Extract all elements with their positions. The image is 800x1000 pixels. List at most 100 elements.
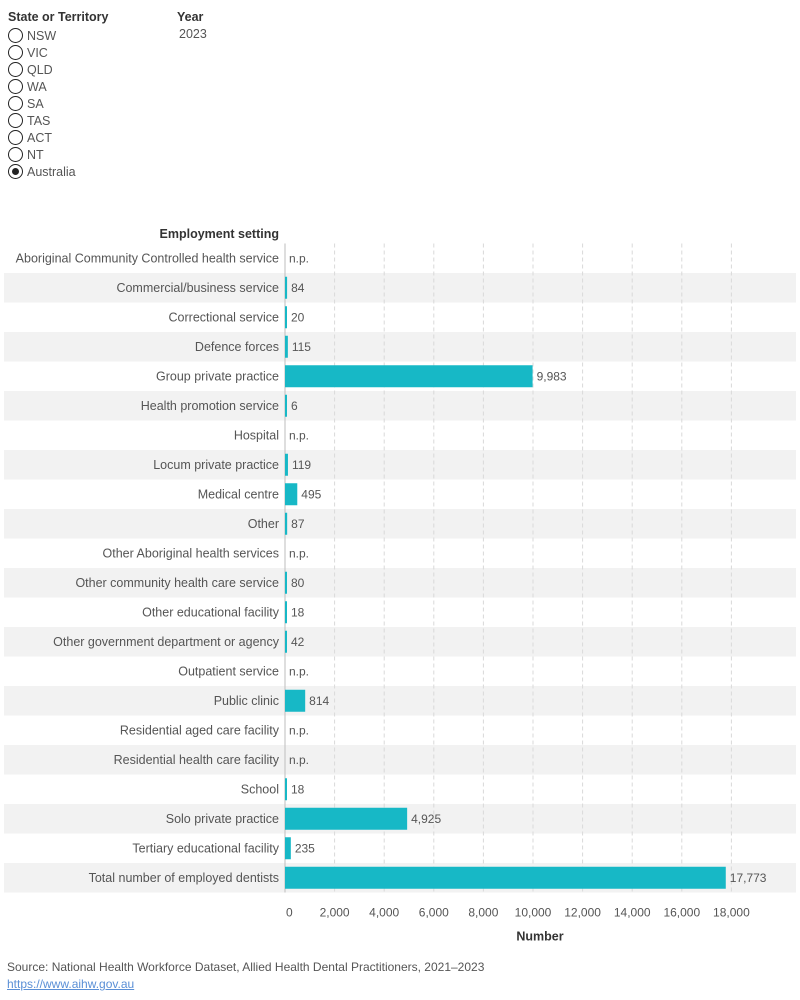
- data-label: 235: [295, 841, 315, 855]
- data-label: 18: [291, 605, 305, 619]
- data-label: 17,773: [730, 871, 767, 885]
- radio-button[interactable]: [8, 147, 23, 162]
- radio-button[interactable]: [8, 28, 23, 43]
- row-band: [4, 568, 796, 598]
- radio-button[interactable]: [8, 113, 23, 128]
- row-band: [4, 450, 796, 480]
- row-band: [4, 686, 796, 716]
- bar: [285, 778, 287, 801]
- data-label: 18: [291, 782, 305, 796]
- data-label: 814: [309, 694, 329, 708]
- x-axis-title: Number: [516, 930, 563, 944]
- category-label: Outpatient service: [178, 664, 279, 678]
- category-label: Public clinic: [214, 694, 279, 708]
- x-tick-label: 6,000: [419, 906, 449, 920]
- category-label: Hospital: [234, 428, 279, 442]
- data-label: 42: [291, 635, 305, 649]
- radio-label: SA: [27, 96, 44, 111]
- state-option-nt[interactable]: NT: [8, 146, 76, 163]
- bar: [285, 866, 726, 889]
- bar: [285, 365, 533, 388]
- x-tick-label: 4,000: [369, 906, 399, 920]
- x-tick-label: 10,000: [515, 906, 552, 920]
- year-filter-title: Year: [177, 10, 204, 24]
- state-option-wa[interactable]: WA: [8, 78, 76, 95]
- category-label: Aboriginal Community Controlled health s…: [16, 251, 279, 265]
- x-tick-label: 0: [286, 906, 293, 920]
- state-option-nsw[interactable]: NSW: [8, 27, 76, 44]
- state-filter-title: State or Territory: [8, 10, 109, 24]
- bar: [285, 335, 288, 358]
- row-band: [4, 745, 796, 775]
- state-option-vic[interactable]: VIC: [8, 44, 76, 61]
- data-label: 495: [301, 487, 321, 501]
- x-tick-label: 2,000: [320, 906, 350, 920]
- data-label: 87: [291, 517, 305, 531]
- state-option-act[interactable]: ACT: [8, 129, 76, 146]
- row-band: [4, 627, 796, 657]
- x-tick-label: 18,000: [713, 906, 750, 920]
- x-tick-label: 14,000: [614, 906, 651, 920]
- bar: [285, 483, 298, 506]
- bar: [285, 837, 291, 860]
- source-note: Source: National Health Workforce Datase…: [7, 960, 485, 974]
- category-label: Other: [248, 517, 279, 531]
- radio-label: VIC: [27, 45, 48, 60]
- state-option-qld[interactable]: QLD: [8, 61, 76, 78]
- category-label: Other Aboriginal health services: [103, 546, 279, 560]
- bar: [285, 630, 287, 653]
- radio-button[interactable]: [8, 45, 23, 60]
- bar: [285, 571, 287, 594]
- data-label: n.p.: [289, 753, 309, 767]
- data-label: 9,983: [537, 369, 567, 383]
- category-label: Solo private practice: [166, 812, 279, 826]
- radio-button[interactable]: [8, 62, 23, 77]
- x-tick-label: 12,000: [564, 906, 601, 920]
- category-label: Correctional service: [169, 310, 280, 324]
- year-value[interactable]: 2023: [179, 27, 207, 41]
- radio-button[interactable]: [8, 164, 23, 179]
- category-label: Locum private practice: [153, 458, 279, 472]
- category-label: Total number of employed dentists: [89, 871, 279, 885]
- bar: [285, 512, 288, 535]
- radio-button[interactable]: [8, 79, 23, 94]
- bar: [285, 453, 288, 476]
- category-label: Health promotion service: [141, 399, 279, 413]
- category-label: Residential health care facility: [114, 753, 280, 767]
- row-header: Employment setting: [160, 227, 279, 241]
- data-label: 80: [291, 576, 305, 590]
- bar: [285, 689, 306, 712]
- bar: [285, 394, 287, 417]
- data-label: n.p.: [289, 251, 309, 265]
- state-radio-group: NSW VIC QLD WA SA TAS ACT NT Australia: [8, 27, 76, 180]
- state-option-sa[interactable]: SA: [8, 95, 76, 112]
- data-label: 119: [292, 458, 311, 472]
- data-label: 20: [291, 310, 305, 324]
- data-label: 115: [292, 340, 311, 354]
- radio-label: Australia: [27, 164, 76, 179]
- data-label: n.p.: [289, 723, 309, 737]
- category-label: Other educational facility: [142, 605, 280, 619]
- data-label: n.p.: [289, 428, 309, 442]
- data-label: n.p.: [289, 546, 309, 560]
- bar: [285, 276, 288, 299]
- source-link[interactable]: https://www.aihw.gov.au: [7, 977, 135, 991]
- radio-label: QLD: [27, 62, 53, 77]
- radio-label: NSW: [27, 28, 57, 43]
- category-label: Medical centre: [198, 487, 279, 501]
- category-label: Other community health care service: [75, 576, 279, 590]
- row-band: [4, 332, 796, 362]
- radio-button[interactable]: [8, 130, 23, 145]
- x-tick-label: 8,000: [468, 906, 498, 920]
- radio-button[interactable]: [8, 96, 23, 111]
- data-label: 6: [291, 399, 298, 413]
- data-label: 84: [291, 281, 305, 295]
- radio-label: TAS: [27, 113, 51, 128]
- row-band: [4, 273, 796, 303]
- category-label: Other government department or agency: [53, 635, 280, 649]
- data-label: 4,925: [411, 812, 441, 826]
- state-option-tas[interactable]: TAS: [8, 112, 76, 129]
- radio-label: ACT: [27, 130, 52, 145]
- category-label: Residential aged care facility: [120, 723, 280, 737]
- state-option-australia[interactable]: Australia: [8, 163, 76, 180]
